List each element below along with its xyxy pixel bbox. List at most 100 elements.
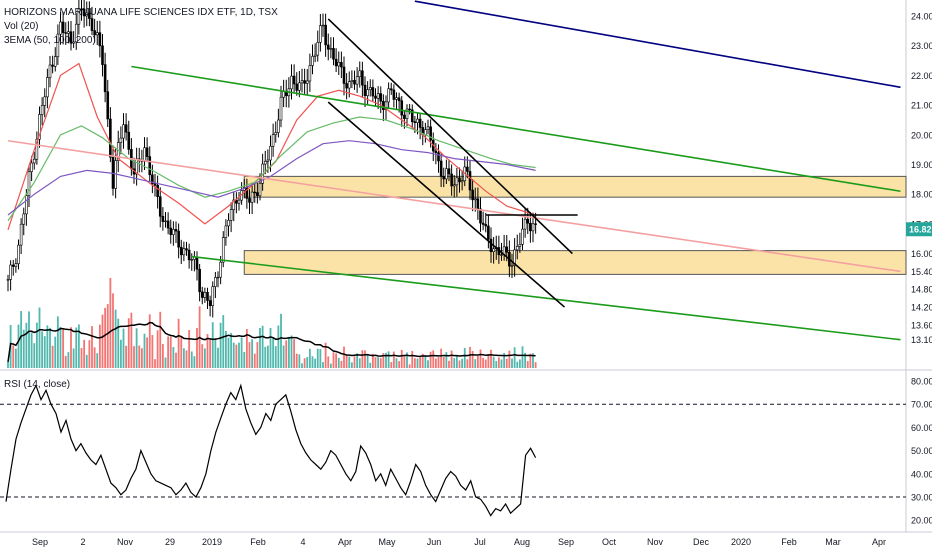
candle-body — [19, 223, 23, 246]
time-tick-label: Jun — [427, 537, 442, 547]
volume-bar — [193, 356, 196, 368]
volume-bar — [201, 344, 204, 368]
time-tick-label: Apr — [338, 537, 352, 547]
volume-bar — [387, 351, 390, 368]
volume-bar — [264, 346, 267, 368]
candle-body — [27, 171, 31, 196]
volume-bar — [298, 354, 301, 368]
volume-bar — [274, 346, 277, 368]
candle-body — [405, 108, 409, 119]
volume-bar — [251, 339, 254, 368]
candle-body — [466, 166, 469, 172]
candle-body — [88, 12, 91, 19]
legend-ema[interactable]: 3EMA (50, 100, 200) — [4, 35, 96, 46]
candle-body — [235, 199, 238, 204]
volume-bar — [327, 356, 330, 368]
volume-bar — [311, 356, 314, 368]
last-price-label: 16.82 — [909, 225, 932, 235]
volume-bar — [335, 353, 338, 368]
candle-body — [253, 191, 257, 194]
volume-bar — [316, 348, 319, 368]
candle-body — [46, 77, 49, 98]
volume-bar — [70, 327, 72, 368]
volume-bar — [421, 353, 424, 368]
volume-bar — [269, 327, 272, 368]
candle-body — [492, 248, 495, 253]
volume-bar — [98, 324, 101, 368]
volume-bar — [185, 350, 188, 368]
volume-bar — [266, 345, 269, 368]
volume-bar — [154, 359, 156, 368]
candle-body — [487, 225, 490, 240]
volume-bar — [427, 360, 429, 368]
candle-body — [169, 227, 173, 235]
volume-bar — [140, 348, 143, 368]
candle-body — [413, 121, 417, 123]
volume-bar — [482, 357, 485, 368]
candle-body — [269, 145, 272, 161]
candle-body — [40, 105, 44, 115]
candle-body — [350, 80, 354, 82]
time-tick-label: Nov — [647, 537, 664, 547]
legend-volume[interactable]: Vol (20) — [4, 21, 39, 32]
candle-body — [85, 12, 89, 17]
candle-body — [452, 184, 456, 187]
candle-body — [342, 66, 346, 84]
trendline-5 — [327, 101, 566, 308]
candle-body — [347, 81, 351, 89]
candle-body — [371, 87, 375, 97]
legend-symbol[interactable]: HORIZONS MARIJUANA LIFE SCIENCES IDX ETF… — [4, 7, 278, 18]
candle-body — [148, 156, 152, 176]
volume-bar — [272, 337, 275, 368]
candle-body — [266, 159, 270, 162]
candle-body — [329, 48, 333, 50]
rsi-tick-label: 80.00 — [911, 377, 932, 387]
volume-bar — [395, 358, 398, 368]
candle-body — [324, 24, 327, 46]
volume-bar — [238, 342, 240, 368]
trendline-3 — [7, 139, 901, 273]
volume-bar — [329, 363, 332, 368]
time-tick-label: 4 — [300, 537, 305, 547]
time-tick-label: Oct — [602, 537, 617, 547]
time-tick-label: Feb — [781, 537, 797, 547]
volume-bar — [51, 345, 54, 368]
volume-bar — [230, 332, 233, 368]
time-tick-label: 2 — [80, 537, 85, 547]
volume-bar — [85, 354, 88, 368]
candle-body — [292, 75, 296, 85]
volume-bar — [295, 353, 298, 368]
time-tick-label: Dec — [693, 537, 710, 547]
volume-bar — [235, 344, 238, 368]
candle-body — [340, 62, 343, 68]
volume-bar — [521, 346, 524, 368]
volume-ma-line — [7, 321, 536, 363]
candle-body — [219, 261, 222, 278]
candle-body — [203, 292, 207, 298]
price-tick-label: 14.80 — [911, 285, 932, 295]
candle-body — [72, 41, 75, 44]
volume-bar — [479, 349, 482, 368]
price-tick-label: 14.20 — [911, 303, 932, 313]
volume-bar — [64, 355, 67, 368]
volume-bar — [219, 322, 222, 368]
volume-bar — [356, 353, 359, 368]
candle-body — [90, 18, 94, 31]
volume-bar — [143, 333, 146, 368]
volume-bar — [30, 332, 33, 368]
candle-body — [127, 131, 131, 150]
volume-bar — [319, 349, 322, 368]
candle-body — [69, 31, 73, 44]
candle-body — [345, 83, 348, 89]
rsi-legend[interactable]: RSI (14, close) — [4, 379, 71, 390]
volume-bar — [340, 360, 343, 368]
volume-bar — [159, 311, 162, 368]
candle-body — [53, 56, 57, 67]
volume-bar — [495, 361, 498, 368]
volume-bar — [59, 326, 62, 368]
volume-bar — [322, 362, 324, 368]
price-tick-label: 16.00 — [911, 249, 932, 259]
volume-bar — [175, 352, 177, 368]
volume-bar — [117, 318, 120, 368]
